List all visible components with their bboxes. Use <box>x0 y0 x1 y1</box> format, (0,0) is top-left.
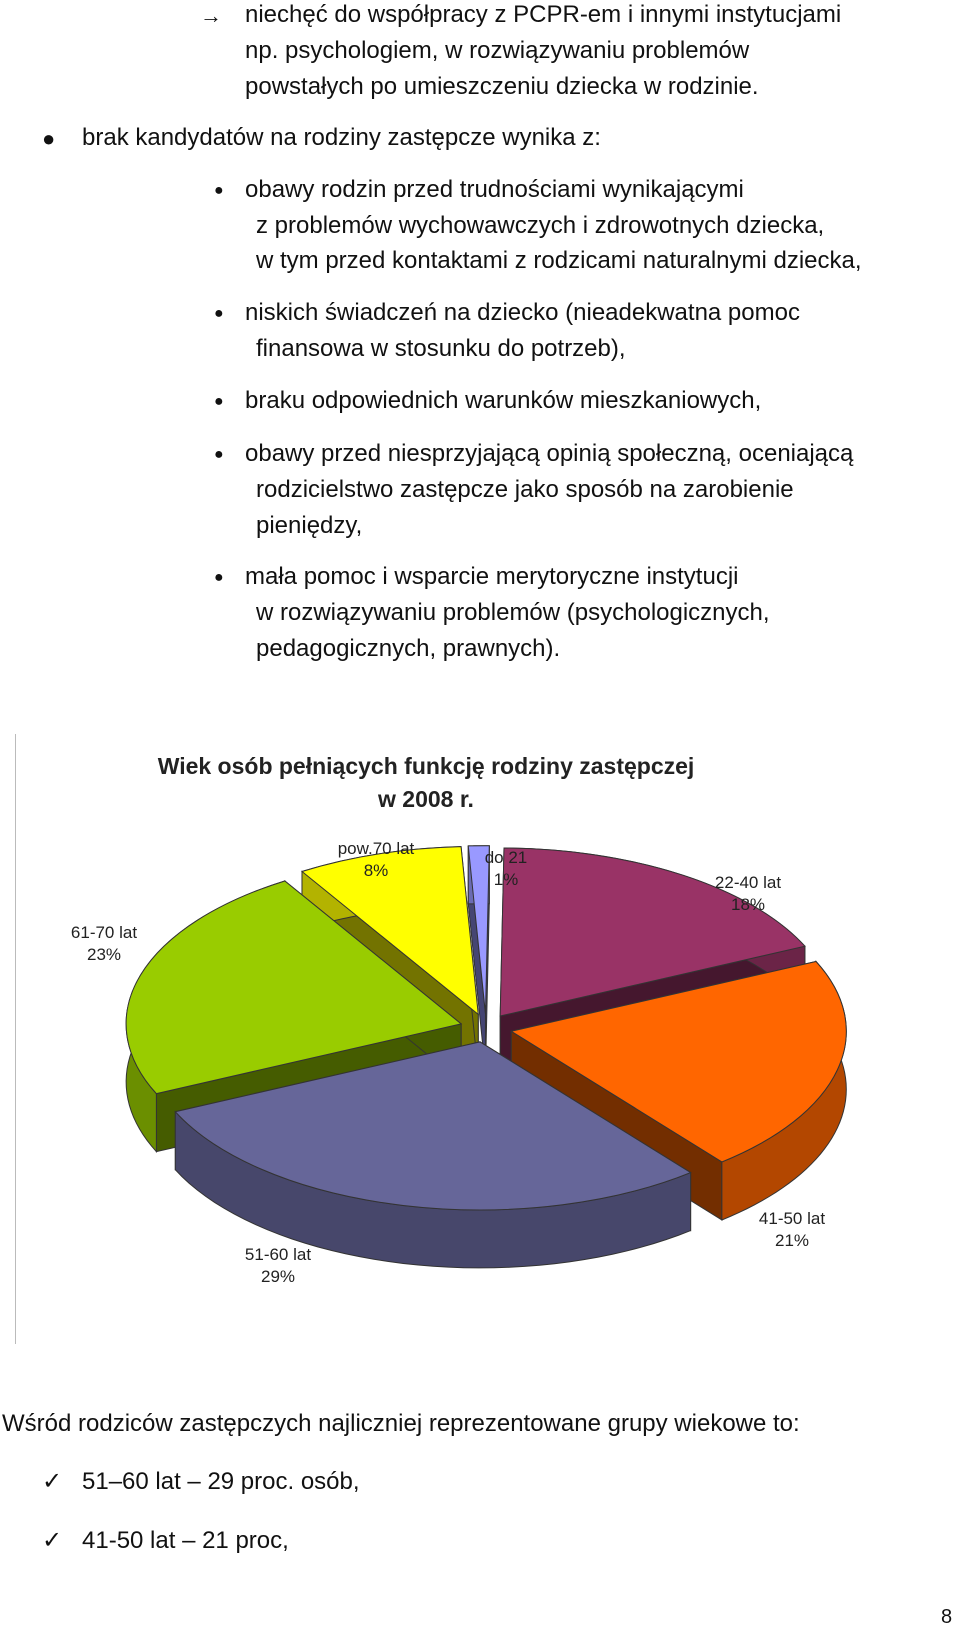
arrow-item-line-1: niechęć do współpracy z PCPR-em i innymi… <box>245 1 842 28</box>
sub3-line-1: braku odpowiednich warunków mieszkaniowy… <box>245 387 762 414</box>
summary-item-2: 41-50 lat – 21 proc, <box>82 1527 289 1554</box>
slice-label: 41-50 lat <box>759 1209 825 1228</box>
checkmark-icon: ✓ <box>42 1526 63 1554</box>
chart-title-line-1: Wiek osób pełniących funkcję rodziny zas… <box>158 753 695 779</box>
bullet-icon: ● <box>214 393 224 410</box>
bullet-icon: ● <box>214 182 224 199</box>
slice-label: 61-70 lat <box>71 923 137 942</box>
pie-slice-41-50-lat <box>510 960 847 1221</box>
arrow-item-line-2: np. psychologiem, w rozwiązywaniu proble… <box>245 37 750 64</box>
sub1-line-3: w tym przed kontaktami z rodzicami natur… <box>256 247 862 274</box>
bullet-icon: ● <box>42 126 56 151</box>
chart-border <box>15 734 16 1344</box>
sub4-line-1: obawy przed niesprzyjającą opinią społec… <box>245 440 854 467</box>
arrow-item-line-3: powstałych po umieszczeniu dziecka w rod… <box>245 73 759 100</box>
pie-slice-do-21 <box>467 845 490 1072</box>
bullet-icon: ● <box>214 569 224 586</box>
slice-value-label: 29% <box>261 1267 295 1286</box>
main-bullet-text: brak kandydatów na rodziny zastępcze wyn… <box>82 124 601 151</box>
slice-value-label: 1% <box>494 870 519 889</box>
bullet-icon: ● <box>214 446 224 463</box>
checkmark-icon: ✓ <box>42 1467 63 1495</box>
sub5-line-3: pedagogicznych, prawnych). <box>256 635 561 662</box>
summary-intro: Wśród rodziców zastępczych najliczniej r… <box>2 1410 800 1437</box>
sub2-line-1: niskich świadczeń na dziecko (nieadekwat… <box>245 299 800 326</box>
slice-label: do 21 <box>485 848 528 867</box>
summary-item-1: 51–60 lat – 29 proc. osób, <box>82 1468 360 1495</box>
sub5-line-2: w rozwiązywaniu problemów (psychologiczn… <box>256 599 770 626</box>
bullet-icon: ● <box>214 305 224 322</box>
sub4-line-3: pieniędzy, <box>256 512 363 539</box>
slice-value-label: 8% <box>364 861 389 880</box>
slice-value-label: 18% <box>731 895 765 914</box>
arrow-icon: → <box>200 3 222 28</box>
slice-value-label: 21% <box>775 1231 809 1250</box>
pie-slice-51-60-lat <box>174 1041 692 1269</box>
slice-label: 22-40 lat <box>715 873 781 892</box>
sub4-line-2: rodzicielstwo zastępcze jako sposób na z… <box>256 476 794 503</box>
sub1-line-2: z problemów wychowawczych i zdrowotnych … <box>256 212 825 239</box>
slice-label: pow.70 lat <box>338 839 415 858</box>
sub1-line-1: obawy rodzin przed trudnościami wynikają… <box>245 176 744 203</box>
chart-title-line-2: w 2008 r. <box>377 786 474 812</box>
pie-chart: Wiek osób pełniących funkcję rodziny zas… <box>71 753 847 1286</box>
slice-label: 51-60 lat <box>245 1245 311 1264</box>
sub5-line-1: mała pomoc i wsparcie merytoryczne insty… <box>245 563 739 590</box>
sub2-line-2: finansowa w stosunku do potrzeb), <box>256 335 626 362</box>
page-number: 8 <box>941 1606 953 1628</box>
slice-value-label: 23% <box>87 945 121 964</box>
